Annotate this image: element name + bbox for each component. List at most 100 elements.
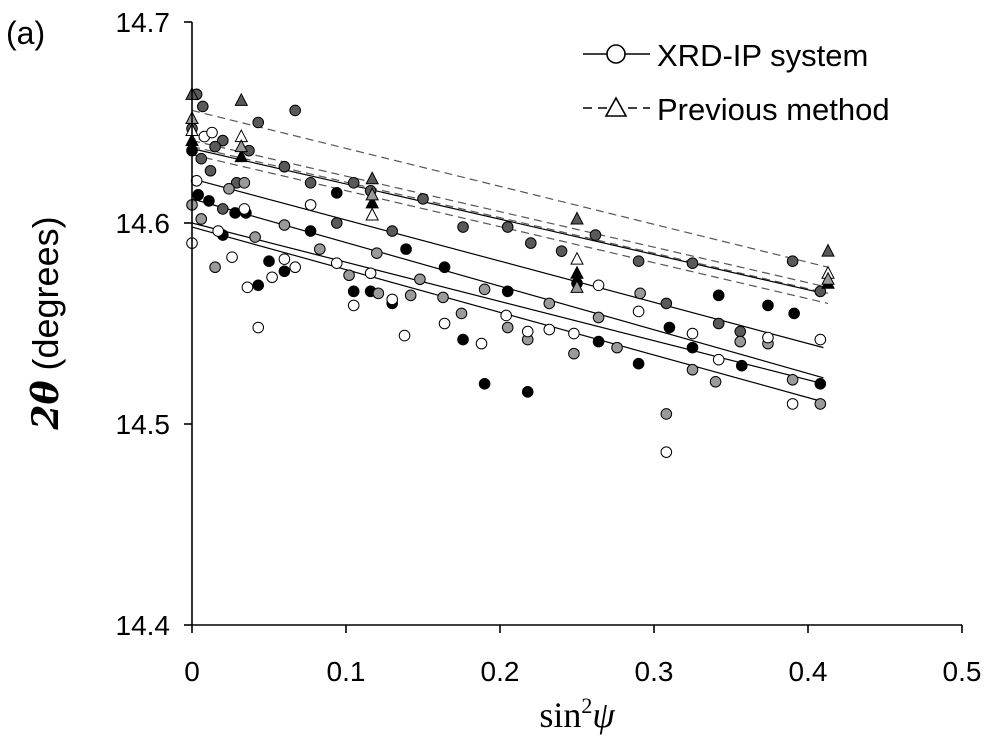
x-axis-label-symbol: ψ [592,695,615,735]
dashed-fit-line [191,146,829,294]
circle-point [417,193,429,205]
circle-point [192,189,204,201]
circle-point [814,378,827,390]
triangle-point [570,265,584,279]
triangle-point [365,207,380,221]
circle-point [343,269,355,282]
triangle-point [570,279,584,293]
circle-point [289,261,301,274]
x-tick-label: 0.3 [635,656,674,687]
circle-point [632,255,645,267]
circle-point [330,187,343,199]
circle-point [501,221,514,233]
circle-point [209,140,221,153]
x-tick-label: 0.1 [327,656,366,687]
x-tick-label: 0.2 [481,656,520,687]
circle-point [386,225,399,237]
circle-point [686,341,699,354]
circle-point [398,329,411,342]
solid-fit-line [191,148,824,294]
x-tick-label: 0.4 [789,656,828,687]
circle-point [712,289,725,302]
circle-point [478,378,491,390]
circle-point [734,325,747,338]
y-axis-label-symbol: 2θ [25,381,67,431]
circle-point [814,333,827,346]
circle-point [249,231,261,243]
circle-point [786,255,799,267]
circle-point [686,257,699,270]
circle-point [238,177,251,189]
circle-point [501,321,514,334]
circle-point [204,164,217,177]
triangle-point [821,271,835,285]
circle-point [762,331,774,344]
triangle-point [570,211,584,225]
circle-point [568,347,580,360]
triangle-point [570,251,584,265]
circle-point [263,255,275,267]
circle-point [190,174,203,187]
circle-point [555,245,568,257]
circle-point [521,386,534,398]
circle-point [525,237,537,249]
circle-point [414,273,426,286]
circle-point [437,291,449,304]
legend: XRD-IP system Previous method [583,38,890,127]
circle-point [611,341,623,354]
circle-point [372,287,385,300]
circle-point [209,261,221,274]
y-tick-label: 14.7 [116,7,171,38]
circle-point [592,311,605,324]
circle-point [663,321,676,334]
circle-point [278,160,291,173]
y-tick-label: 14.4 [116,610,171,641]
circle-point [712,353,725,366]
circle-point [217,203,229,215]
x-tick-label: 0 [184,656,200,687]
circle-point [786,398,799,410]
circle-point [195,152,208,165]
circle-point [212,225,224,237]
x-axis-label-sup: 2 [581,693,592,718]
circle-point [241,281,254,294]
circle-point [589,229,602,241]
circle-point [304,225,317,237]
circle-point [734,335,747,348]
circle-point [521,325,534,338]
circle-point [543,297,556,310]
circle-point [592,279,605,292]
circle-point [455,307,468,320]
circle-point [223,183,235,195]
circle-point [289,104,301,117]
circle-point [478,283,491,296]
circle-point [457,333,469,346]
circle-point [347,285,360,298]
circle-point [660,446,673,458]
circle-point [386,293,399,306]
triangle-point [234,149,249,163]
circle-point [371,247,383,259]
circle-point [686,363,699,376]
dashed-fit-line [191,109,829,268]
circle-point [686,327,699,340]
circle-point [404,289,417,302]
circle-point [438,317,451,330]
circle-point [347,177,360,189]
triangle-point [234,92,249,106]
circle-point [238,203,251,215]
circle-point [632,305,645,318]
circle-point [543,323,556,336]
y-axis-label-text: (degrees) [25,216,66,380]
x-axis-label-prefix: sin [539,695,581,735]
circle-point [762,299,774,312]
circle-point [347,299,360,312]
circle-point [304,199,317,211]
x-tick-label: 0.5 [943,656,982,687]
circle-point [278,253,291,265]
y-tick-label: 14.5 [116,409,171,440]
triangle-point [365,171,380,185]
ticks: 0 0.1 0.2 0.3 0.4 0.5 14.4 14.5 14.6 14.7 [116,7,982,687]
legend-prev-marker [604,96,628,117]
circle-point [252,279,265,292]
